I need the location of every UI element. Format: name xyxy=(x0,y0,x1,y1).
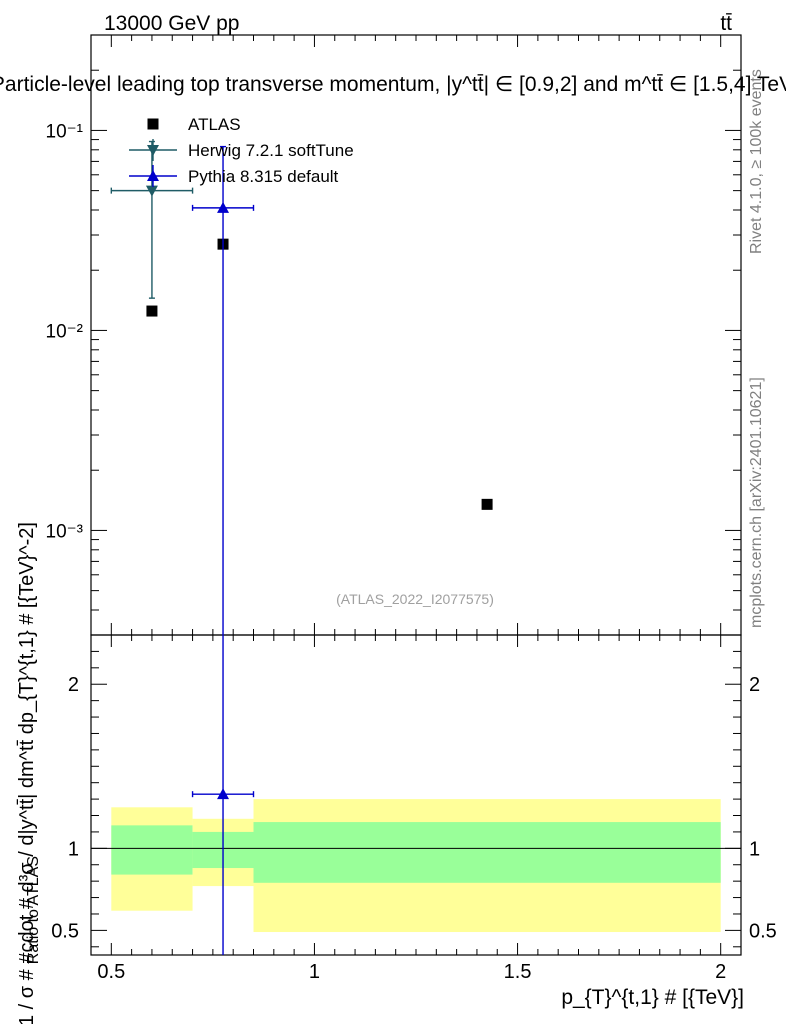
herwig-7-2-1-softtune-point xyxy=(145,185,158,197)
legend-entry-herwig-7-2-1-softtune-label: Herwig 7.2.1 softTune xyxy=(188,141,354,160)
x-tick-label: 1.5 xyxy=(504,961,532,983)
rivet-label: Rivet 4.1.0, ≥ 100k events xyxy=(748,69,765,254)
ratio-y-axis-label: Ratio to ATLAS xyxy=(25,856,42,964)
ratio-ytick-label: 1 xyxy=(68,838,79,860)
ratio-axis-ticks: 0.5 0.5 1 1 2 2 0.5 1 1.5 2 xyxy=(51,635,777,983)
ratio-ytick-label: 0.5 xyxy=(51,920,79,942)
x-tick-label: 2 xyxy=(715,961,726,983)
main-ytick-label: 10⁻¹ xyxy=(46,121,84,142)
ratio-ytick-label-right: 1 xyxy=(749,838,760,860)
energy-label: 13000 GeV pp xyxy=(104,12,239,35)
x-tick-label: 1 xyxy=(309,961,320,983)
atlas-point xyxy=(481,498,493,510)
main-series-group xyxy=(110,140,493,635)
chart-title: Particle-level leading top transverse mo… xyxy=(0,73,786,96)
process-label: tt̄ xyxy=(720,12,732,35)
ratio-ytick-label-right: 2 xyxy=(749,674,760,696)
x-tick-label: 0.5 xyxy=(97,961,125,983)
main-ytick-label: 10⁻² xyxy=(46,321,84,342)
legend-entry-herwig-7-2-1-softtune-marker xyxy=(147,145,159,156)
atlas-point xyxy=(146,305,158,317)
main-axis-ticks: 10⁻¹ 10⁻² 10⁻³ xyxy=(46,35,741,636)
ratio-series-group xyxy=(191,635,255,955)
ratio-inner-band-0 xyxy=(111,825,193,875)
analysis-watermark: (ATLAS_2022_I2077575) xyxy=(336,591,494,607)
legend: ATLAS Herwig 7.2.1 softTune Pythia 8.315 d… xyxy=(129,115,354,187)
legend-entry-pythia-8-315-default-marker xyxy=(147,170,159,181)
main-y-axis-label: 1 / σ # #cdot # d³σ / d|y^tt̄| dm^tt̄ dp… xyxy=(16,522,38,1024)
mcplots-label: mcplots.cern.ch [arXiv:2401.10621] xyxy=(748,377,765,628)
pythia-8-315-default-point xyxy=(217,201,230,213)
ratio-bands-group xyxy=(111,799,721,933)
ratio-inner-band-2 xyxy=(253,822,721,883)
ratio-ytick-label: 2 xyxy=(68,674,79,696)
legend-entry-pythia-8-315-default-label: Pythia 8.315 default xyxy=(188,167,339,186)
main-ytick-label: 10⁻³ xyxy=(46,521,84,542)
x-axis-label: p_{T}^{t,1} # [{TeV}] xyxy=(561,986,744,1009)
legend-entry-atlas-label: ATLAS xyxy=(188,115,241,134)
ratio-ytick-label-right: 0.5 xyxy=(749,920,777,942)
legend-entry-atlas-marker xyxy=(147,118,159,130)
ratio-pythia-8-315-default-point xyxy=(217,788,230,800)
